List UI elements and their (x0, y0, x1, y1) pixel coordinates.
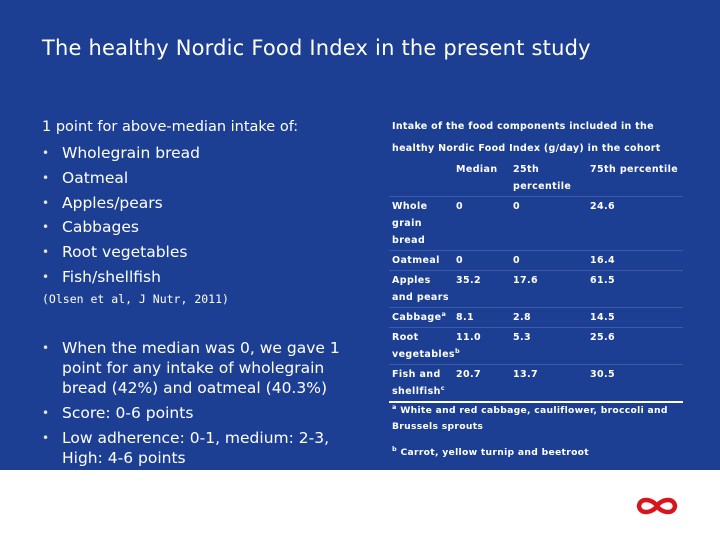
list-item: • Wholegrain bread (42, 144, 200, 162)
table-header-cell: 25th percentile (510, 160, 587, 197)
p75-cell: 25.6 (587, 327, 683, 365)
p25-cell: 2.8 (510, 307, 587, 328)
list-item: • Root vegetables (42, 243, 188, 262)
food-item-cell: Cabbagea (389, 307, 453, 328)
table-caption: Intake of the food components included i… (392, 121, 661, 154)
list-item: • When the median was 0, we gave 1 point … (42, 339, 340, 397)
bullet-icon: • (42, 269, 50, 284)
table-header-cell (389, 160, 453, 197)
intro-text: 1 point for above-median intake of: (42, 119, 299, 135)
bullet-icon: • (42, 146, 50, 160)
table-row: Cabbagea 8.1 2.8 14.5 (389, 307, 683, 328)
list-item: • Low adherence: 0-1, medium: 2-3, High: … (42, 429, 330, 467)
table-header-cell: Median (453, 160, 510, 197)
p75-cell: 16.4 (587, 250, 683, 271)
food-item-cell: Fish and shellfishc (389, 364, 453, 403)
list-item: • Oatmeal (42, 168, 129, 187)
slide-title: The healthy Nordic Food Index in the pre… (42, 36, 591, 60)
bullet-icon: • (42, 195, 50, 210)
p25-cell: 5.3 (510, 327, 587, 365)
p25-cell: 0 (510, 196, 587, 251)
table-footnotes: a White and red cabbage, cauliflower, br… (389, 403, 683, 503)
table-row: Apples and pears 35.2 17.6 61.5 (389, 270, 683, 308)
footnote-mark: b (455, 346, 461, 355)
median-cell: 0 (453, 250, 510, 271)
median-cell: 20.7 (453, 364, 510, 403)
p75-cell: 14.5 (587, 307, 683, 328)
footnote-mark: b (392, 444, 397, 453)
median-cell: 0 (453, 196, 510, 251)
median-cell: 8.1 (453, 307, 510, 328)
list-item: • Cabbages (42, 218, 139, 237)
bullet-icon: • (42, 406, 50, 420)
food-item-cell: Whole grain bread (389, 196, 453, 251)
p75-cell: 30.5 (587, 364, 683, 403)
bullet-icon: • (42, 220, 50, 235)
food-item-cell: Apples and pears (389, 270, 453, 308)
p75-cell: 61.5 (587, 270, 683, 308)
infinity-logo-icon (636, 497, 678, 515)
table-header-cell: 75th percentile (587, 160, 683, 197)
intake-table: Median 25th percentile 75th percentile W… (389, 160, 683, 403)
p75-cell: 24.6 (587, 196, 683, 251)
p25-cell: 17.6 (510, 270, 587, 308)
footnote-mark: c (440, 383, 446, 392)
bullet-icon: • (42, 431, 50, 445)
table-header-row: Median 25th percentile 75th percentile (389, 160, 683, 197)
median-cell: 11.0 (453, 327, 510, 365)
list-item: • Score: 0-6 points (42, 404, 194, 422)
food-item-cell: Oatmeal (389, 250, 453, 271)
intake-table-panel: Intake of the food components included i… (389, 116, 683, 503)
bullet-icon: • (42, 245, 50, 260)
component-list: • Wholegrain bread • Oatmeal • Apples/pears… (42, 142, 200, 291)
footnote-mark: a (441, 309, 447, 318)
table-row: Fish and shellfishc 20.7 13.7 30.5 (389, 364, 683, 403)
median-cell: 35.2 (453, 270, 510, 308)
footnote-mark: c (392, 470, 397, 479)
citation: (Olsen et al, J Nutr, 2011) (42, 292, 229, 306)
footnote: b Carrot, yellow turnip and beetroot (392, 444, 589, 458)
bullet-icon: • (42, 170, 50, 185)
bullet-icon: • (42, 341, 50, 355)
p25-cell: 0 (510, 250, 587, 271)
list-item: • Apples/pears (42, 193, 163, 212)
table-row: Root vegetablesb 11.0 5.3 25.6 (389, 327, 683, 365)
table-row: Whole grain bread 0 0 24.6 (389, 196, 683, 251)
footnote-mark: a (392, 402, 397, 411)
p25-cell: 13.7 (510, 364, 587, 403)
table-row: Oatmeal 0 0 16.4 (389, 250, 683, 271)
footnote: c Atlantic herring, herring, mackerel, s… (392, 470, 668, 500)
notes-list: • When the median was 0, we gave 1 point … (42, 338, 362, 473)
footnote: a White and red cabbage, cauliflower, br… (392, 402, 668, 432)
food-item-cell: Root vegetablesb (389, 327, 460, 365)
list-item: • Fish/shellfish (42, 267, 161, 286)
